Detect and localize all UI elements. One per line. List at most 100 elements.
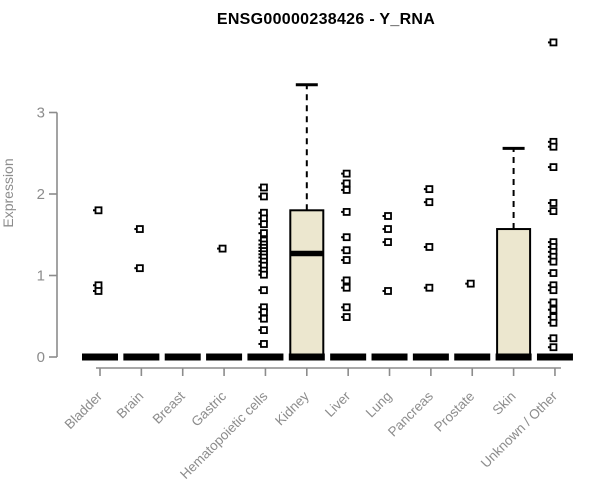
data-point-nub: [341, 182, 345, 185]
data-point-nub: [258, 253, 262, 256]
zero-bar: [536, 353, 573, 361]
data-point: [549, 257, 558, 266]
data-point-nub: [547, 250, 551, 253]
zero-bar: [454, 353, 491, 361]
data-point-nub: [547, 321, 551, 324]
y-tick-label: 3: [37, 105, 45, 122]
data-point: [549, 305, 558, 314]
x-tick-label: Kidney: [272, 388, 312, 428]
data-point: [342, 179, 351, 188]
data-point: [384, 287, 392, 295]
data-point-nub: [547, 145, 551, 148]
data-point-nub: [547, 346, 551, 349]
zero-bar: [371, 353, 408, 361]
data-point: [260, 183, 268, 192]
data-point: [342, 283, 351, 292]
data-point: [260, 340, 268, 348]
box: [289, 209, 325, 358]
data-point-nub: [341, 286, 345, 289]
data-point-nub: [134, 267, 138, 270]
x-tick-label: Lung: [363, 389, 395, 421]
data-point-nub: [258, 311, 262, 314]
data-point: [135, 225, 144, 233]
data-point-nub: [258, 269, 262, 272]
x-tick-label: Skin: [490, 389, 519, 418]
zero-bar: [82, 353, 118, 361]
x-tick-label: Brain: [114, 389, 147, 422]
data-point: [260, 229, 268, 238]
data-point-nub: [547, 284, 551, 287]
data-point-nub: [547, 289, 551, 292]
data-point-nub: [547, 301, 551, 304]
data-point-nub: [93, 284, 96, 287]
data-point-nub: [258, 260, 262, 263]
data-point-nub: [258, 306, 262, 309]
data-point: [384, 238, 392, 246]
data-point-nub: [423, 188, 427, 191]
data-point: [260, 308, 268, 317]
data-point-nub: [258, 273, 262, 276]
y-tick-label: 2: [37, 186, 45, 203]
data-point-nub: [547, 41, 551, 44]
data-point-nub: [341, 188, 345, 191]
data-point-nub: [258, 342, 262, 345]
data-point-nub: [382, 215, 386, 218]
data-point-nub: [341, 249, 345, 252]
data-point-nub: [547, 241, 551, 244]
data-point: [549, 199, 558, 207]
data-point-nub: [258, 243, 262, 246]
y-axis-label: Expression: [0, 158, 16, 227]
data-point-nub: [547, 255, 551, 258]
data-point: [342, 256, 351, 264]
data-point: [260, 192, 268, 201]
data-point: [425, 198, 434, 207]
data-point-nub: [93, 289, 96, 292]
data-point-nub: [382, 241, 386, 244]
data-point: [425, 243, 434, 251]
data-point-nub: [547, 210, 551, 213]
data-point-nub: [547, 166, 551, 169]
data-point-nub: [382, 228, 386, 231]
data-point: [549, 163, 558, 172]
data-point-nub: [547, 201, 551, 204]
data-point-nub: [547, 245, 551, 248]
x-tick-label: Unknown / Other: [478, 388, 561, 471]
zero-bar: [495, 353, 532, 361]
data-point: [260, 220, 268, 229]
data-point: [549, 38, 558, 47]
data-point-nub: [93, 209, 96, 212]
data-point-nub: [341, 279, 345, 282]
y-tick-label: 0: [37, 349, 45, 366]
data-point: [549, 318, 558, 327]
x-tick-label: Gastric: [188, 388, 229, 429]
data-point-nub: [258, 256, 262, 259]
data-point: [260, 326, 268, 335]
data-point-nub: [134, 228, 138, 231]
data-point-nub: [423, 201, 427, 204]
data-point-nub: [341, 306, 345, 309]
data-point: [342, 208, 351, 216]
data-point-nub: [465, 282, 469, 285]
data-point-nub: [258, 211, 262, 214]
data-point: [218, 244, 227, 253]
median-line: [290, 250, 324, 257]
x-tick-label: Prostate: [431, 389, 477, 435]
x-tick-label: Liver: [322, 388, 354, 420]
data-point: [549, 269, 558, 277]
data-point-nub: [258, 289, 262, 292]
data-point-nub: [382, 289, 386, 292]
data-point: [94, 206, 103, 215]
data-point-nub: [258, 232, 262, 235]
data-point: [425, 283, 434, 292]
data-point: [260, 270, 268, 279]
zero-bar: [247, 353, 284, 361]
data-point: [342, 169, 351, 178]
data-point-nub: [217, 247, 221, 250]
zero-bar: [288, 353, 325, 361]
data-point-nub: [341, 236, 345, 239]
data-point: [549, 343, 558, 352]
data-point-nub: [258, 239, 262, 242]
